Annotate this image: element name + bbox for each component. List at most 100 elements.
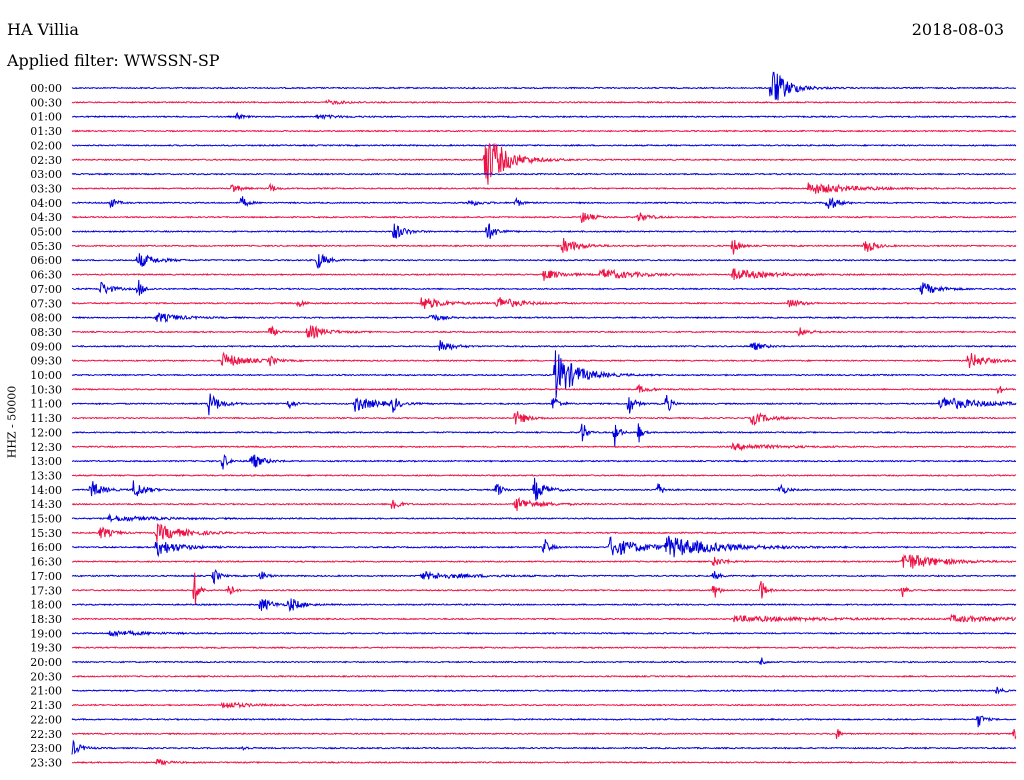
seismic-trace-1100 [71, 393, 1017, 416]
seismic-trace-0200 [71, 143, 1017, 148]
seismic-trace-1200 [71, 423, 1017, 447]
seismic-trace-2000 [71, 657, 1017, 665]
time-tick-label: 12:30 [30, 441, 62, 454]
time-tick-label: 15:00 [30, 513, 62, 526]
seismic-trace-0730 [71, 297, 1017, 309]
seismic-trace-0600 [71, 253, 1017, 269]
seismic-trace-0300 [71, 172, 1017, 176]
time-tick-label: 02:00 [30, 139, 62, 152]
seismic-trace-1830 [71, 613, 1017, 623]
seismic-trace-1430 [71, 496, 1017, 511]
time-tick-label: 10:00 [30, 369, 62, 382]
seismic-trace-2330 [71, 758, 1017, 767]
time-tick-label: 11:00 [30, 398, 62, 411]
seismic-trace-0330 [71, 182, 1017, 194]
seismic-trace-0000 [71, 71, 1016, 101]
time-tick-label: 09:00 [30, 340, 62, 353]
time-tick-label: 03:30 [30, 182, 62, 195]
time-tick-label: 22:00 [30, 713, 62, 726]
time-tick-label: 05:30 [30, 240, 62, 253]
filter-label: Applied filter: WWSSN-SP [7, 51, 220, 70]
time-tick-label: 16:30 [30, 556, 62, 569]
time-tick-label: 07:00 [30, 283, 62, 296]
seismic-trace-0930 [71, 351, 1017, 369]
time-tick-label: 19:30 [30, 642, 62, 655]
time-tick-label: 04:30 [30, 211, 62, 224]
time-tick-label: 15:30 [30, 527, 62, 540]
time-tick-label: 14:30 [30, 498, 62, 511]
seismic-trace-0100 [72, 111, 1017, 121]
seismic-trace-0230 [71, 142, 1017, 185]
station-name: HA Villia [7, 20, 79, 39]
time-tick-label: 00:30 [30, 96, 62, 109]
time-tick-label: 04:00 [30, 197, 62, 210]
seismic-trace-0630 [71, 268, 1017, 281]
seismic-trace-1630 [72, 553, 1017, 569]
seismic-trace-2300 [71, 739, 1016, 755]
seismic-trace-1330 [71, 473, 1016, 477]
seismic-trace-0830 [71, 325, 1017, 340]
time-tick-label: 09:30 [30, 355, 62, 368]
time-tick-label: 14:00 [30, 484, 62, 497]
time-tick-label: 21:30 [30, 699, 62, 712]
record-date: 2018-08-03 [911, 20, 1004, 39]
seismic-trace-1300 [72, 453, 1017, 470]
seismic-trace-1030 [71, 383, 1017, 395]
seismic-trace-1700 [71, 569, 1017, 585]
time-tick-label: 22:30 [30, 728, 62, 741]
seismic-trace-0500 [71, 223, 1017, 239]
time-tick-label: 21:00 [30, 685, 62, 698]
time-tick-label: 18:30 [30, 613, 62, 626]
seismic-trace-0430 [71, 212, 1017, 223]
time-tick-label: 16:00 [30, 541, 62, 554]
time-tick-label: 19:00 [30, 627, 62, 640]
time-tick-label: 01:30 [30, 125, 62, 138]
seismic-trace-1600 [71, 535, 1017, 558]
seismic-trace-2230 [71, 729, 1017, 740]
time-tick-label: 13:30 [30, 469, 62, 482]
time-tick-label: 18:00 [30, 599, 62, 612]
seismic-trace-0700 [71, 279, 1017, 296]
time-tick-label: 11:30 [30, 412, 62, 425]
time-tick-label: 10:30 [30, 383, 62, 396]
seismic-trace-0130 [71, 129, 1017, 133]
seismic-trace-0900 [71, 340, 1017, 351]
time-tick-label: 01:00 [30, 111, 62, 124]
time-tick-label: 07:30 [30, 297, 62, 310]
seismic-trace-1730 [71, 572, 1017, 605]
time-tick-label: 20:30 [30, 670, 62, 683]
seismic-trace-1930 [71, 646, 1017, 650]
time-tick-label: 23:30 [30, 756, 62, 769]
seismic-trace-2130 [71, 701, 1017, 709]
seismic-trace-2100 [71, 686, 1017, 695]
time-tick-label: 08:00 [30, 312, 62, 325]
seismic-trace-2200 [71, 715, 1017, 728]
time-tick-label: 17:30 [30, 584, 62, 597]
seismic-trace-1530 [71, 523, 1017, 543]
seismic-trace-0400 [71, 196, 1017, 209]
seismic-trace-0530 [71, 237, 1017, 255]
seismic-trace-1800 [71, 598, 1017, 612]
seismic-trace-1400 [71, 477, 1017, 501]
seismic-trace-1500 [71, 513, 1016, 523]
seismic-trace-0800 [71, 312, 1016, 324]
time-tick-label: 03:00 [30, 168, 62, 181]
time-tick-label: 06:00 [30, 254, 62, 267]
time-tick-label: 05:00 [30, 226, 62, 239]
time-tick-label: 12:00 [30, 426, 62, 439]
seismic-trace-2030 [71, 674, 1017, 678]
time-tick-label: 23:00 [30, 742, 62, 755]
time-tick-label: 17:00 [30, 570, 62, 583]
seismic-trace-1230 [71, 442, 1017, 452]
time-tick-label: 00:00 [30, 82, 62, 95]
time-tick-label: 13:00 [30, 455, 62, 468]
seismic-trace-1900 [71, 629, 1017, 638]
seismic-trace-1000 [71, 350, 1017, 398]
time-tick-label: 06:30 [30, 269, 62, 282]
seismic-trace-1130 [71, 411, 1017, 427]
time-tick-label: 08:30 [30, 326, 62, 339]
time-tick-label: 02:30 [30, 154, 62, 167]
time-tick-label: 20:00 [30, 656, 62, 669]
seismic-trace-0030 [71, 98, 1017, 106]
